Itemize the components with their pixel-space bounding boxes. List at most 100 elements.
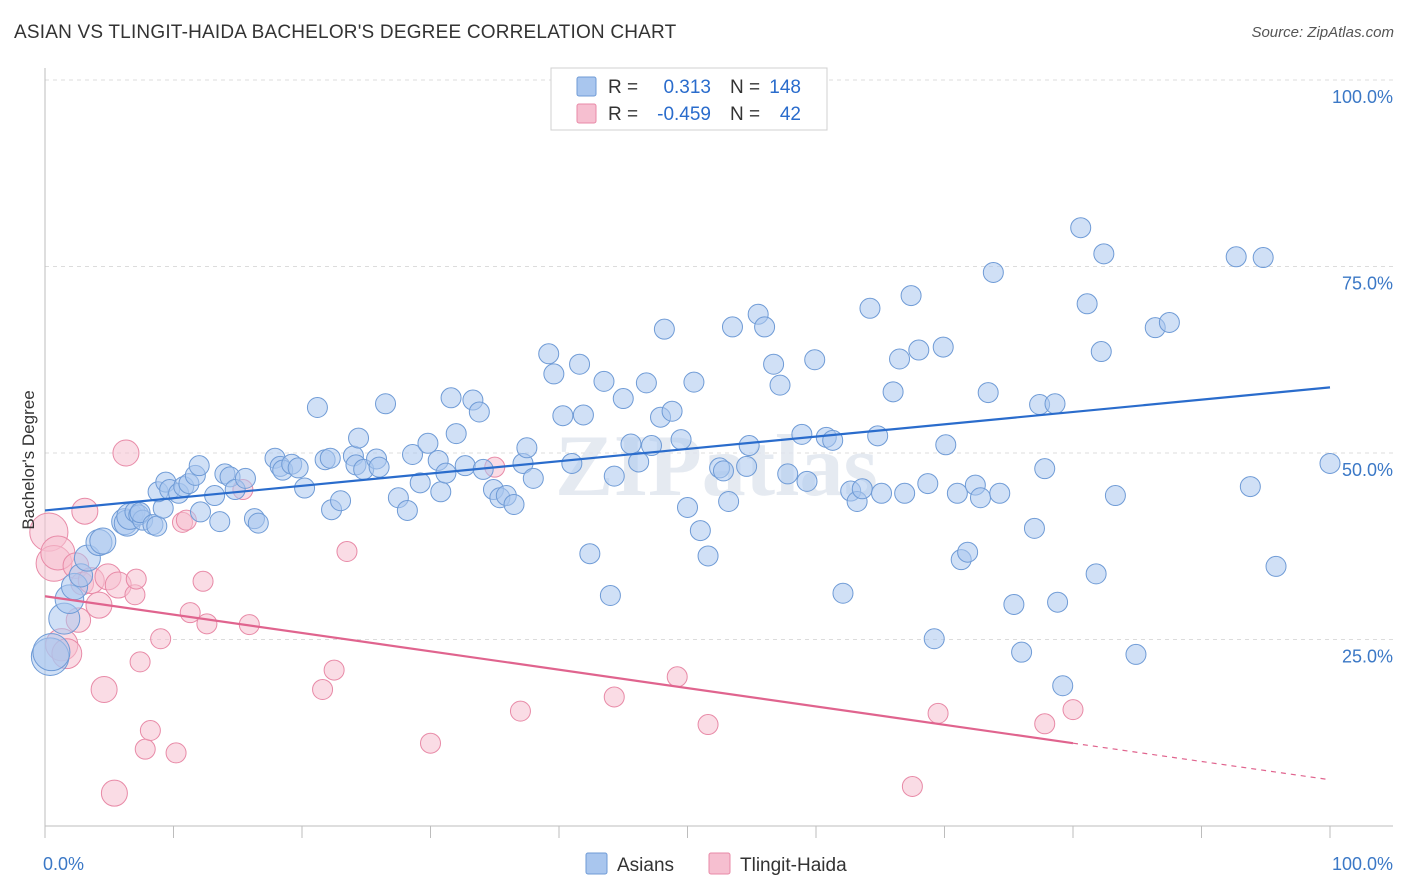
tlingit-haida-point — [603, 686, 625, 708]
legend-n-label-tlingit: N = — [730, 104, 760, 125]
asian-point — [440, 387, 462, 409]
legend-bottom-label-tlingit: Tlingit-Haida — [740, 855, 847, 876]
asian-point — [294, 477, 316, 499]
asian-point — [330, 490, 352, 512]
tlingit-haida-point — [312, 678, 334, 700]
asian-point — [417, 432, 439, 454]
tlingit-haida-point — [90, 675, 118, 703]
asian-point — [579, 543, 601, 565]
tlingit-haida-point — [179, 602, 201, 624]
asian-point — [804, 349, 826, 371]
asian-point — [683, 371, 705, 393]
asian-point — [599, 584, 621, 606]
asian-point — [368, 456, 390, 478]
asian-point — [957, 541, 979, 563]
asian-point — [889, 348, 911, 370]
asian-point — [1070, 217, 1092, 239]
asian-point — [1034, 458, 1056, 480]
asian-point — [1104, 485, 1126, 507]
tlingit-haida-point — [150, 628, 172, 650]
asian-point — [1047, 591, 1069, 613]
asian-point — [538, 343, 560, 365]
asian-point — [209, 511, 231, 533]
y-tick-label: 25.0% — [1342, 647, 1393, 667]
asian-point — [763, 353, 785, 375]
asian-point — [396, 499, 418, 521]
asian-point — [32, 633, 71, 672]
asian-point — [859, 297, 881, 319]
tlingit-haida-point — [927, 702, 949, 724]
asian-point — [620, 433, 642, 455]
asian-point — [754, 316, 776, 338]
asian-point — [1252, 247, 1274, 269]
asian-point — [1023, 517, 1045, 539]
series-legend: Asians Tlingit-Haida — [585, 852, 847, 876]
asian-point — [146, 515, 168, 537]
asian-point — [409, 472, 431, 494]
tlingit-haida-trend-line — [44, 595, 1074, 745]
legend-n-value-tlingit: 42 — [780, 104, 801, 125]
asian-point — [791, 423, 813, 445]
chart-title: ASIAN VS TLINGIT-HAIDA BACHELOR'S DEGREE… — [14, 22, 677, 43]
tlingit-haida-point — [71, 497, 99, 525]
y-tick-label: 50.0% — [1342, 460, 1393, 480]
tlingit-haida-point — [336, 540, 358, 562]
tlingit-haida-point — [125, 568, 147, 590]
asian-point — [1044, 393, 1066, 415]
trend-lines — [44, 386, 1331, 781]
asian-point — [234, 467, 256, 489]
asian-point — [1225, 246, 1247, 268]
asian-point — [1158, 311, 1180, 333]
tlingit-haida-point — [165, 742, 187, 764]
legend-bottom-swatch-asians — [585, 852, 608, 875]
x-tick-label-min: 0.0% — [43, 854, 84, 874]
tlingit-haida-point — [129, 651, 151, 673]
tlingit-haida-point — [666, 666, 688, 688]
legend-n-value-asians: 148 — [769, 77, 801, 98]
asian-point — [908, 339, 930, 361]
asian-point — [572, 404, 594, 426]
asian-point — [932, 336, 954, 358]
legend-r-label-tlingit: R = — [608, 104, 638, 125]
asian-point — [867, 425, 889, 447]
asian-point — [503, 493, 525, 515]
y-tick-label: 75.0% — [1342, 274, 1393, 294]
asian-point — [445, 423, 467, 445]
asian-point — [569, 353, 591, 375]
asian-point — [989, 482, 1011, 504]
asian-point — [871, 482, 893, 504]
tlingit-haida-point — [196, 613, 218, 635]
asian-point — [319, 447, 341, 469]
asian-point — [189, 501, 211, 523]
tlingit-haida-point — [1062, 699, 1084, 721]
asian-point — [1239, 476, 1261, 498]
asian-point — [430, 481, 452, 503]
asian-point — [593, 370, 615, 392]
asian-point — [1011, 641, 1033, 663]
grid-lines — [45, 79, 1393, 640]
asian-point — [603, 465, 625, 487]
legend-r-value-asians: 0.313 — [663, 77, 711, 98]
tlingit-haida-point — [112, 439, 140, 467]
asian-point — [306, 396, 328, 418]
x-tick-label-max: 100.0% — [1332, 854, 1393, 874]
y-tick-label: 100.0% — [1332, 87, 1393, 107]
asian-point — [1003, 593, 1025, 615]
asian-point — [543, 363, 565, 385]
asian-point — [917, 473, 939, 495]
tlingit-haida-point — [139, 720, 161, 742]
asian-point — [894, 482, 916, 504]
asian-point — [882, 381, 904, 403]
tlingit-haida-point — [420, 732, 441, 754]
legend-swatch-asians — [576, 76, 597, 97]
asian-point — [635, 372, 657, 394]
tlingit-haida-trend-extension — [1072, 742, 1331, 781]
legend-bottom-label-asians: Asians — [617, 855, 674, 876]
asian-point — [769, 374, 791, 396]
asian-point — [697, 545, 719, 567]
asian-point — [552, 405, 574, 427]
asian-point — [736, 455, 758, 477]
asian-point — [247, 512, 269, 534]
stats-legend: R = 0.313 N = 148 R = -0.459 N = 42 — [550, 67, 828, 131]
asians-trend-line — [44, 386, 1331, 512]
